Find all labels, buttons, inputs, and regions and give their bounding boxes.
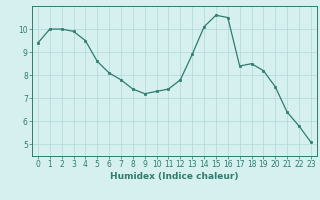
X-axis label: Humidex (Indice chaleur): Humidex (Indice chaleur) (110, 172, 239, 181)
